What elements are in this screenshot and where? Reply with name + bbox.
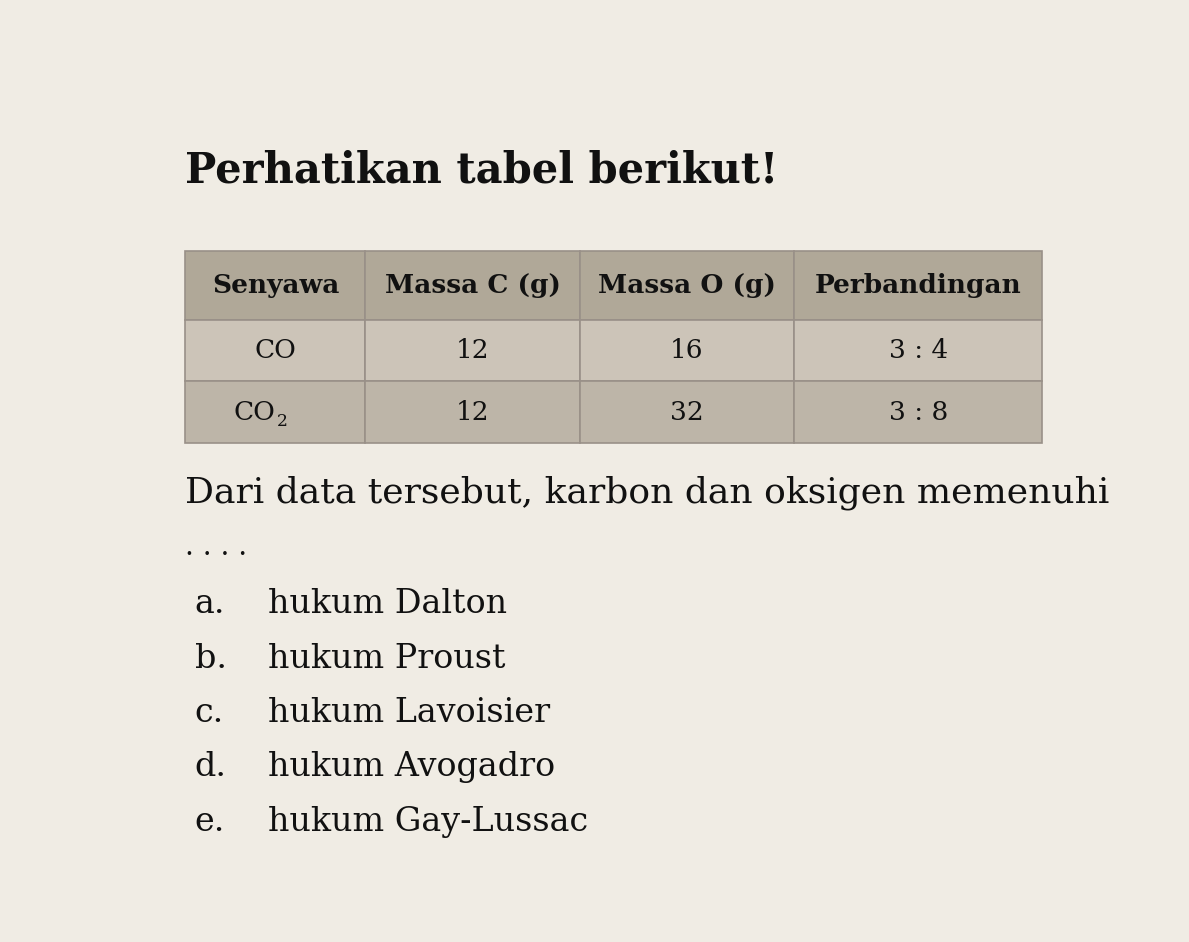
Text: 3 : 4: 3 : 4 [888, 338, 948, 363]
FancyBboxPatch shape [365, 319, 580, 382]
Text: a.: a. [195, 588, 225, 620]
FancyBboxPatch shape [580, 251, 794, 319]
Text: 32: 32 [669, 399, 704, 425]
Text: hukum Gay-Lussac: hukum Gay-Lussac [269, 805, 589, 837]
FancyBboxPatch shape [580, 319, 794, 382]
Text: . . . .: . . . . [185, 534, 247, 560]
FancyBboxPatch shape [185, 382, 365, 443]
Text: d.: d. [195, 752, 227, 784]
Text: c.: c. [195, 697, 224, 729]
Text: 12: 12 [455, 399, 490, 425]
Text: hukum Avogadro: hukum Avogadro [269, 752, 555, 784]
FancyBboxPatch shape [794, 251, 1043, 319]
Text: e.: e. [195, 805, 225, 837]
Text: CO: CO [233, 399, 276, 425]
Text: 12: 12 [455, 338, 490, 363]
FancyBboxPatch shape [580, 382, 794, 443]
FancyBboxPatch shape [365, 251, 580, 319]
Text: hukum Dalton: hukum Dalton [269, 588, 508, 620]
Text: CO: CO [254, 338, 296, 363]
FancyBboxPatch shape [794, 382, 1043, 443]
FancyBboxPatch shape [185, 319, 365, 382]
FancyBboxPatch shape [365, 382, 580, 443]
Text: Massa O (g): Massa O (g) [598, 273, 775, 298]
Text: 16: 16 [671, 338, 704, 363]
Text: hukum Lavoisier: hukum Lavoisier [269, 697, 551, 729]
FancyBboxPatch shape [185, 251, 365, 319]
Text: Perbandingan: Perbandingan [814, 273, 1021, 298]
Text: 3 : 8: 3 : 8 [888, 399, 948, 425]
Text: Perhatikan tabel berikut!: Perhatikan tabel berikut! [185, 150, 779, 191]
Text: 2: 2 [276, 414, 288, 430]
Text: Senyawa: Senyawa [212, 273, 339, 298]
Text: b.: b. [195, 642, 227, 674]
Text: hukum Proust: hukum Proust [269, 642, 505, 674]
Text: Massa C (g): Massa C (g) [384, 273, 560, 298]
FancyBboxPatch shape [794, 319, 1043, 382]
Text: Dari data tersebut, karbon dan oksigen memenuhi: Dari data tersebut, karbon dan oksigen m… [185, 476, 1109, 511]
